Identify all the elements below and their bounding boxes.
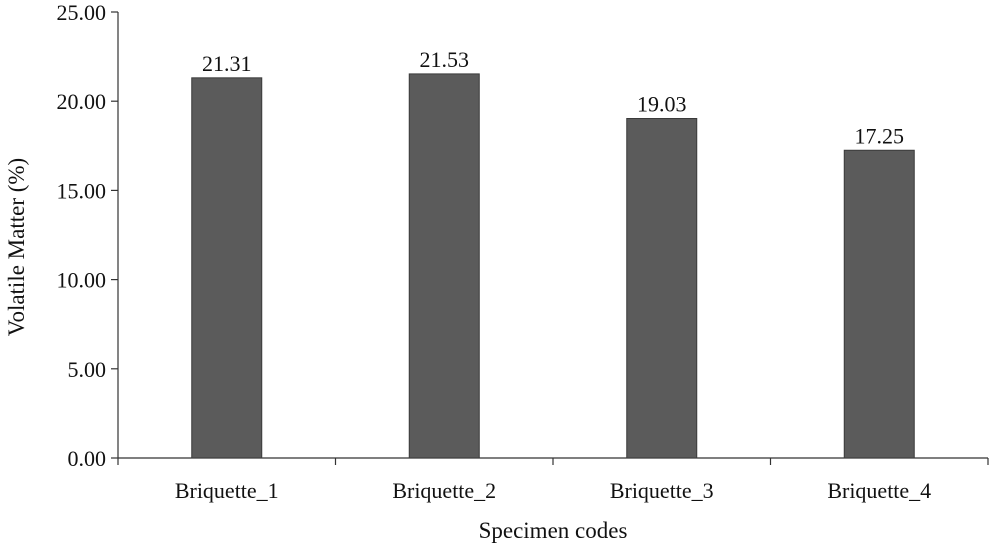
- x-tick-label: Briquette_1: [175, 478, 279, 503]
- y-tick-label: 15.00: [57, 178, 107, 203]
- data-label: 19.03: [637, 92, 687, 117]
- y-tick-label: 10.00: [57, 268, 107, 293]
- data-labels: 21.31 21.53 19.03 17.25: [202, 47, 904, 148]
- y-tick-label: 5.00: [68, 357, 107, 382]
- x-axis-title: Specimen codes: [479, 518, 628, 543]
- y-axis-title: Volatile Matter (%): [4, 158, 29, 336]
- bar-briquette-1: [191, 77, 263, 459]
- x-tick-label: Briquette_4: [827, 478, 931, 503]
- bar-briquette-4: [843, 149, 915, 459]
- bar-briquette-3: [626, 118, 698, 459]
- x-tick-label: Briquette_3: [610, 478, 714, 503]
- data-label: 17.25: [855, 123, 905, 148]
- x-tick-label: Briquette_2: [392, 478, 496, 503]
- data-label: 21.53: [420, 47, 470, 72]
- y-axis: 0.00 5.00 10.00 15.00 20.00 25.00: [57, 0, 119, 471]
- x-axis: Briquette_1 Briquette_2 Briquette_3 Briquet…: [117, 457, 989, 503]
- data-label: 21.31: [202, 51, 252, 76]
- bar-briquette-2: [408, 73, 480, 459]
- y-tick-label: 20.00: [57, 89, 107, 114]
- y-tick-label: 25.00: [57, 0, 107, 25]
- bars: [191, 73, 915, 459]
- y-tick-label: 0.00: [68, 446, 107, 471]
